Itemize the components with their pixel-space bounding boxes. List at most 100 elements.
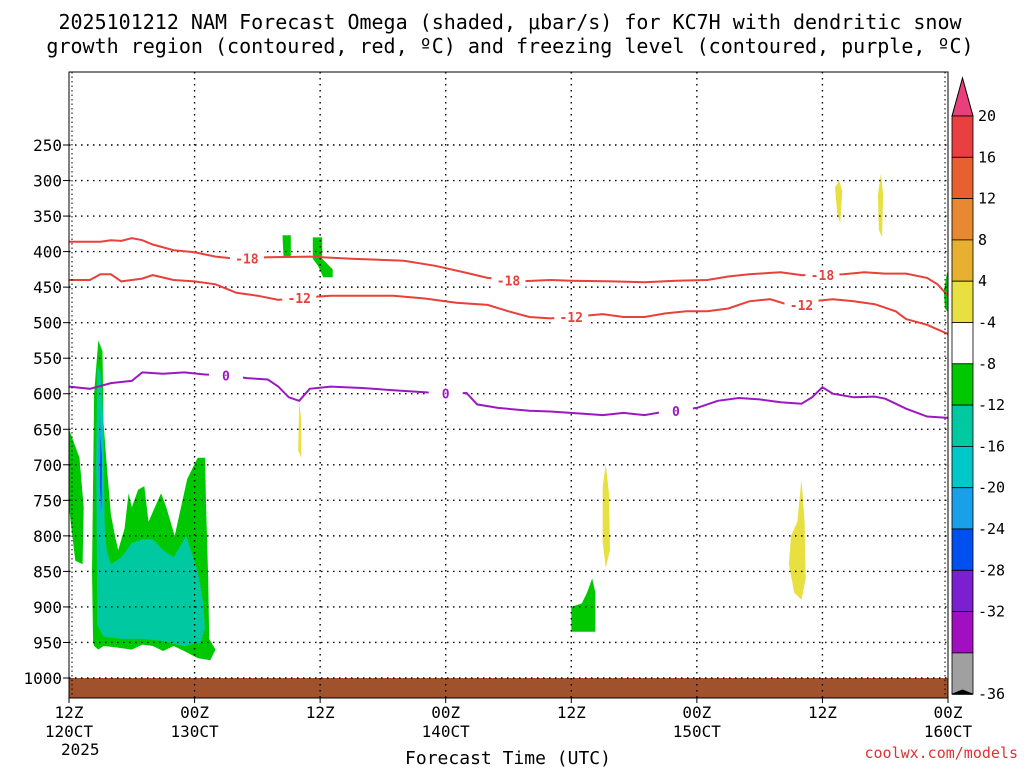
x-tick-date: 130CT bbox=[170, 722, 219, 741]
omega-shade-12 bbox=[835, 180, 843, 224]
y-tick-label: 550 bbox=[33, 349, 62, 368]
x-tick-time: 00Z bbox=[934, 703, 963, 722]
x-tick-time: 12Z bbox=[55, 703, 84, 722]
x-tick-time: 12Z bbox=[557, 703, 586, 722]
colorbar: 20 16 12 8 4 -4 -8 -12 -16 -20 -24 -28 -32 -36 bbox=[951, 76, 1005, 703]
omega-shade-6 bbox=[312, 237, 333, 278]
colorbar-segment bbox=[951, 239, 974, 282]
y-tick-label: 850 bbox=[33, 562, 62, 581]
colorbar-label: -4 bbox=[978, 314, 996, 332]
colorbar-label: 20 bbox=[978, 107, 996, 125]
colorbar-label: -28 bbox=[978, 561, 1005, 579]
colorbar-segment bbox=[951, 487, 974, 530]
credit-text: coolwx.com/models bbox=[864, 744, 1018, 762]
colorbar-segment bbox=[951, 363, 974, 406]
omega-shade-13 bbox=[877, 173, 884, 238]
x-tick-time: 00Z bbox=[180, 703, 209, 722]
colorbar-segment bbox=[951, 445, 974, 489]
chart-title-line1: 2025101212 NAM Forecast Omega (shaded, μ… bbox=[58, 10, 962, 34]
y-tick-label: 700 bbox=[33, 456, 62, 475]
contour-line-2 bbox=[69, 371, 948, 419]
contour-label-bg bbox=[805, 267, 840, 284]
y-tick-label: 1000 bbox=[23, 669, 62, 688]
x-tick-date: 160CT bbox=[924, 722, 973, 741]
colorbar-label: -24 bbox=[978, 520, 1005, 538]
colorbar-label: -36 bbox=[978, 685, 1005, 703]
omega-shade-5 bbox=[282, 235, 291, 258]
y-tick-label: 300 bbox=[33, 172, 62, 191]
colorbar-label: 12 bbox=[978, 190, 996, 208]
colorbar-segment bbox=[951, 280, 974, 323]
colorbar-segment bbox=[951, 569, 974, 612]
colorbar-segment bbox=[951, 198, 974, 241]
x-axis-label: Forecast Time (UTC) bbox=[405, 748, 611, 768]
contour-label: -18 bbox=[235, 253, 259, 268]
contour-line-1 bbox=[69, 273, 948, 335]
contour-label: -12 bbox=[790, 299, 813, 314]
colorbar-bottom-arrow bbox=[951, 689, 974, 695]
y-tick-label: 450 bbox=[33, 278, 62, 297]
colorbar-top-arrow bbox=[951, 76, 974, 117]
x-tick-year: 2025 bbox=[61, 740, 100, 759]
contour-label: -18 bbox=[811, 269, 835, 284]
y-tick-label: 250 bbox=[33, 136, 62, 155]
contour-label-bg bbox=[554, 308, 589, 325]
colorbar-label: -8 bbox=[978, 355, 996, 373]
colorbar-segment bbox=[951, 528, 974, 571]
contour-label-bg bbox=[491, 272, 526, 289]
contour-label-bg bbox=[658, 402, 693, 419]
contour-label: 0 bbox=[672, 405, 680, 420]
contour-line-0 bbox=[69, 237, 948, 297]
colorbar-segment bbox=[951, 322, 974, 365]
contour-label: -18 bbox=[497, 275, 521, 290]
chart-title-line2: growth region (contoured, red, ºC) and f… bbox=[46, 34, 973, 58]
contour-label-bg bbox=[784, 296, 819, 313]
omega-shade-4 bbox=[99, 436, 102, 508]
y-tick-label: 750 bbox=[33, 491, 62, 510]
contour-label: 0 bbox=[222, 369, 230, 384]
y-tick-label: 400 bbox=[33, 243, 62, 262]
colorbar-label: -16 bbox=[978, 437, 1005, 455]
contour-label: -12 bbox=[287, 292, 310, 307]
contour-label-bg bbox=[282, 289, 317, 306]
omega-shade-7 bbox=[571, 578, 596, 632]
colorbar-segment bbox=[951, 611, 974, 654]
contour-label-bg bbox=[229, 250, 264, 267]
x-tick-time: 00Z bbox=[682, 703, 711, 722]
terrain-band bbox=[69, 678, 948, 698]
colorbar-label: -20 bbox=[978, 479, 1005, 497]
colorbar-label: 8 bbox=[978, 231, 987, 249]
colorbar-label: 16 bbox=[978, 148, 996, 166]
contour-label-bg bbox=[208, 367, 243, 384]
colorbar-segment bbox=[951, 652, 974, 695]
x-tick-time: 12Z bbox=[808, 703, 837, 722]
y-tick-label: 500 bbox=[33, 314, 62, 333]
omega-shade-2 bbox=[96, 365, 205, 646]
colorbar-segment bbox=[951, 156, 974, 200]
contour-label: 0 bbox=[442, 388, 450, 403]
plot-frame bbox=[68, 71, 949, 699]
y-tick-label: 650 bbox=[33, 420, 62, 439]
colorbar-segment bbox=[951, 404, 974, 447]
colorbar-label: -32 bbox=[978, 603, 1005, 621]
omega-shade-10 bbox=[602, 464, 610, 568]
omega-shade-9 bbox=[298, 400, 302, 458]
y-tick-label: 950 bbox=[33, 633, 62, 652]
colorbar-segment bbox=[951, 115, 974, 158]
x-tick-time: 12Z bbox=[306, 703, 335, 722]
y-tick-label: 350 bbox=[33, 207, 62, 226]
y-tick-label: 800 bbox=[33, 527, 62, 546]
pressure-axis: 250 300 350 400 450 500 550 600 650 700 750 800 850 9… bbox=[23, 136, 69, 688]
x-tick-date: 150CT bbox=[673, 722, 722, 741]
colorbar-label: 4 bbox=[978, 272, 987, 290]
y-tick-label: 600 bbox=[33, 385, 62, 404]
x-tick-time: 00Z bbox=[431, 703, 460, 722]
omega-shade-11 bbox=[788, 479, 806, 600]
x-tick-date: 140CT bbox=[422, 722, 471, 741]
omega-shade-0 bbox=[69, 429, 84, 565]
contour-label: -12 bbox=[560, 311, 583, 326]
x-tick-date: 120CT bbox=[45, 722, 94, 741]
contour-label-bg bbox=[428, 385, 463, 402]
